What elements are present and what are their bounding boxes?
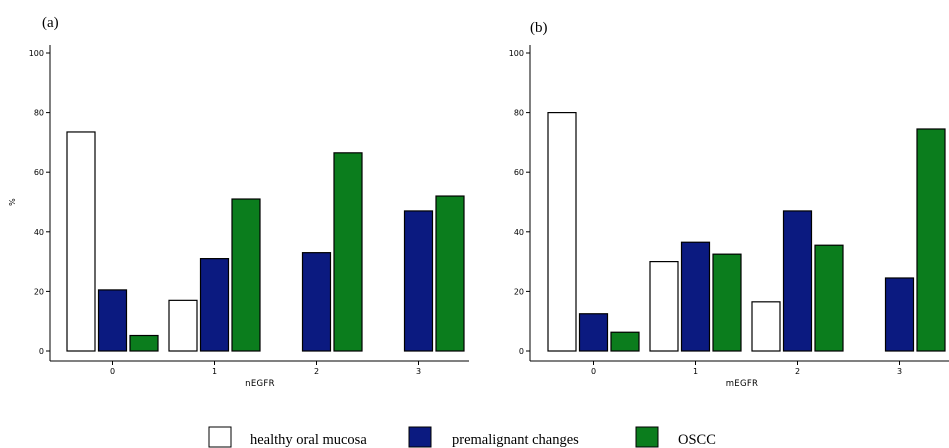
bar-healthy-0 xyxy=(547,111,577,352)
legend-label-premalignant: premalignant changes xyxy=(452,432,579,448)
x-tick-label: 0 xyxy=(591,367,596,376)
chart-b-mEGFR: (b) 0 20 40 60 80 100 0 1 2 3 mEGFR xyxy=(509,20,949,389)
bar-oscc-0 xyxy=(610,331,640,352)
legend: healthy oral mucosa premalignant changes O… xyxy=(208,426,716,448)
y-tick-label: 100 xyxy=(29,49,44,58)
y-tick-label: 20 xyxy=(34,287,44,296)
x-tick-label: 3 xyxy=(416,367,421,376)
bar-premalignant-2 xyxy=(782,210,813,352)
y-tick-label: 100 xyxy=(509,49,524,58)
bar-oscc-2 xyxy=(333,152,363,352)
y-tick-label: 40 xyxy=(514,228,524,237)
bar-healthy-0 xyxy=(66,131,96,352)
x-axis-title: nEGFR xyxy=(245,379,275,389)
y-tick-label: 20 xyxy=(514,287,524,296)
bar-premalignant-1 xyxy=(680,241,711,352)
bar-premalignant-0 xyxy=(97,289,128,352)
bar-premalignant-0 xyxy=(578,313,609,352)
bar-healthy-1 xyxy=(649,261,679,352)
legend-swatch-oscc xyxy=(635,426,659,448)
bar-healthy-1 xyxy=(168,299,198,352)
y-tick-label: 0 xyxy=(39,347,44,356)
chart-a-nEGFR: (a) 0 20 40 60 80 100% 0 1 2 3 nEGFR xyxy=(8,15,469,389)
x-tick-label: 2 xyxy=(314,367,319,376)
bar-healthy-2 xyxy=(751,301,781,352)
bar-oscc-2 xyxy=(814,244,844,352)
bar-oscc-1 xyxy=(712,253,742,352)
panel-label: (b) xyxy=(530,20,548,36)
legend-swatch-premalignant xyxy=(408,426,432,448)
legend-label-healthy: healthy oral mucosa xyxy=(250,432,367,448)
x-axis-title: mEGFR xyxy=(726,379,759,389)
bar-premalignant-3 xyxy=(403,210,434,352)
y-tick-label: 80 xyxy=(514,109,524,118)
y-tick-label: 80 xyxy=(34,109,44,118)
y-axis-title: % xyxy=(8,198,17,206)
bar-oscc-1 xyxy=(231,198,261,352)
y-tick-label: 0 xyxy=(519,347,524,356)
y-tick-label: 60 xyxy=(514,168,524,177)
legend-label-oscc: OSCC xyxy=(678,432,716,448)
y-tick-label: 40 xyxy=(34,228,44,237)
legend-swatch-healthy xyxy=(208,426,232,448)
bar-premalignant-2 xyxy=(301,252,332,352)
bar-oscc-3 xyxy=(435,195,465,352)
bar-premalignant-1 xyxy=(199,258,230,352)
bar-oscc-3 xyxy=(916,128,946,352)
x-tick-label: 0 xyxy=(110,367,115,376)
x-tick-label: 2 xyxy=(795,367,800,376)
y-tick-label: 60 xyxy=(34,168,44,177)
x-tick-label: 3 xyxy=(897,367,902,376)
bar-oscc-0 xyxy=(129,334,159,352)
bar-premalignant-3 xyxy=(884,277,915,352)
x-tick-label: 1 xyxy=(693,367,698,376)
panel-label: (a) xyxy=(42,15,59,31)
x-tick-label: 1 xyxy=(212,367,217,376)
